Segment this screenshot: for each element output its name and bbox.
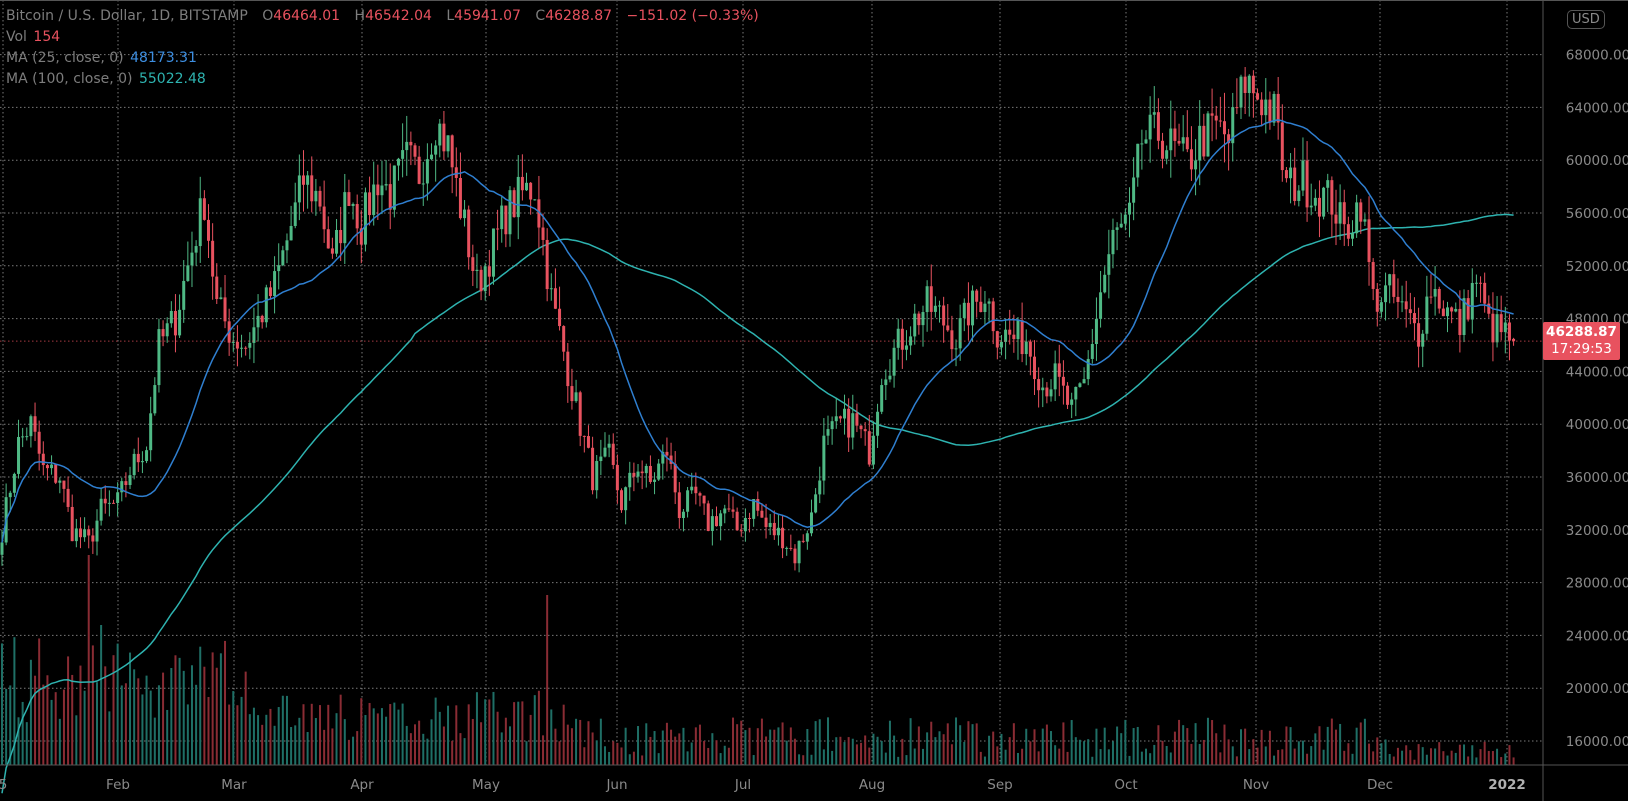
time-tick-label: Dec [1367, 777, 1393, 793]
time-tick-label: Sep [987, 777, 1012, 793]
ma25-line [1, 119, 1514, 543]
change-value: −151.02 (−0.33%) [626, 8, 759, 24]
price-tick-label: 24000.00 [1566, 628, 1628, 644]
price-tick-label: 28000.00 [1566, 576, 1628, 592]
legend-volume-row[interactable]: Vol 154 [6, 27, 759, 48]
volume-bars [1, 555, 1515, 765]
ma25-value: 48173.31 [130, 50, 197, 66]
time-tick-label: Nov [1243, 777, 1269, 793]
ma100-line [1, 213, 1514, 794]
open-label: O [262, 8, 274, 24]
price-tick-label: 40000.00 [1566, 417, 1628, 433]
price-axis[interactable]: 68000.00 64000.00 60000.00 56000.00 52000.00… [1566, 48, 1628, 750]
ma100-label: MA (100, close, 0) [6, 71, 133, 87]
chart-grid [0, 0, 1543, 765]
price-tick-label: 36000.00 [1566, 470, 1628, 486]
low-label: L [446, 8, 455, 24]
legend-symbol-row: Bitcoin / U.S. Dollar, 1D, BITSTAMP O464… [6, 6, 759, 27]
chart-legend: Bitcoin / U.S. Dollar, 1D, BITSTAMP O464… [6, 6, 759, 90]
candlesticks [0, 67, 1516, 573]
price-tick-label: 16000.00 [1566, 734, 1628, 750]
time-tick-label: 2022 [1488, 777, 1526, 793]
time-tick-label: Aug [859, 777, 885, 793]
close-value: 46288.87 [545, 8, 613, 24]
price-tick-label: 52000.00 [1566, 259, 1628, 275]
time-tick-label: Jul [734, 777, 751, 793]
bar-countdown: 17:29:53 [1551, 341, 1612, 358]
ma25-label: MA (25, close, 0) [6, 50, 124, 66]
time-tick-label: May [472, 777, 500, 793]
open-value: 46464.01 [273, 8, 341, 24]
price-tick-label: 60000.00 [1566, 153, 1628, 169]
high-value: 46542.04 [365, 8, 432, 24]
time-axis[interactable]: 5 Feb Mar Apr May Jun Jul Aug Sep Oct Nov Dec 2022 [0, 777, 1526, 793]
time-tick-label: Oct [1114, 777, 1137, 793]
close-label: C [535, 8, 546, 24]
price-tick-label: 56000.00 [1566, 206, 1628, 222]
legend-ma25-row[interactable]: MA (25, close, 0) 48173.31 [6, 48, 759, 69]
volume-label: Vol [6, 29, 27, 45]
time-tick-label: Jun [605, 777, 627, 793]
price-tick-label: 68000.00 [1566, 48, 1628, 64]
symbol-title[interactable]: Bitcoin / U.S. Dollar, 1D, BITSTAMP [6, 8, 248, 24]
price-tick-label: 32000.00 [1566, 523, 1628, 539]
low-value: 45941.07 [454, 8, 521, 24]
time-tick-label: 5 [0, 777, 7, 793]
time-tick-label: Apr [350, 777, 374, 793]
time-tick-label: Feb [106, 777, 130, 793]
ma100-value: 55022.48 [138, 71, 206, 87]
price-tick-label: 64000.00 [1566, 100, 1628, 116]
currency-button[interactable]: USD [1567, 10, 1605, 29]
last-price-tag: 46288.87 17:29:53 [1543, 322, 1620, 361]
legend-ma100-row[interactable]: MA (100, close, 0) 55022.48 [6, 69, 759, 90]
price-tick-label: 20000.00 [1566, 681, 1628, 697]
high-label: H [354, 8, 366, 24]
volume-value: 154 [33, 29, 61, 45]
last-price-value: 46288.87 [1546, 324, 1617, 341]
price-tick-label: 44000.00 [1566, 364, 1628, 380]
time-tick-label: Mar [221, 777, 247, 793]
